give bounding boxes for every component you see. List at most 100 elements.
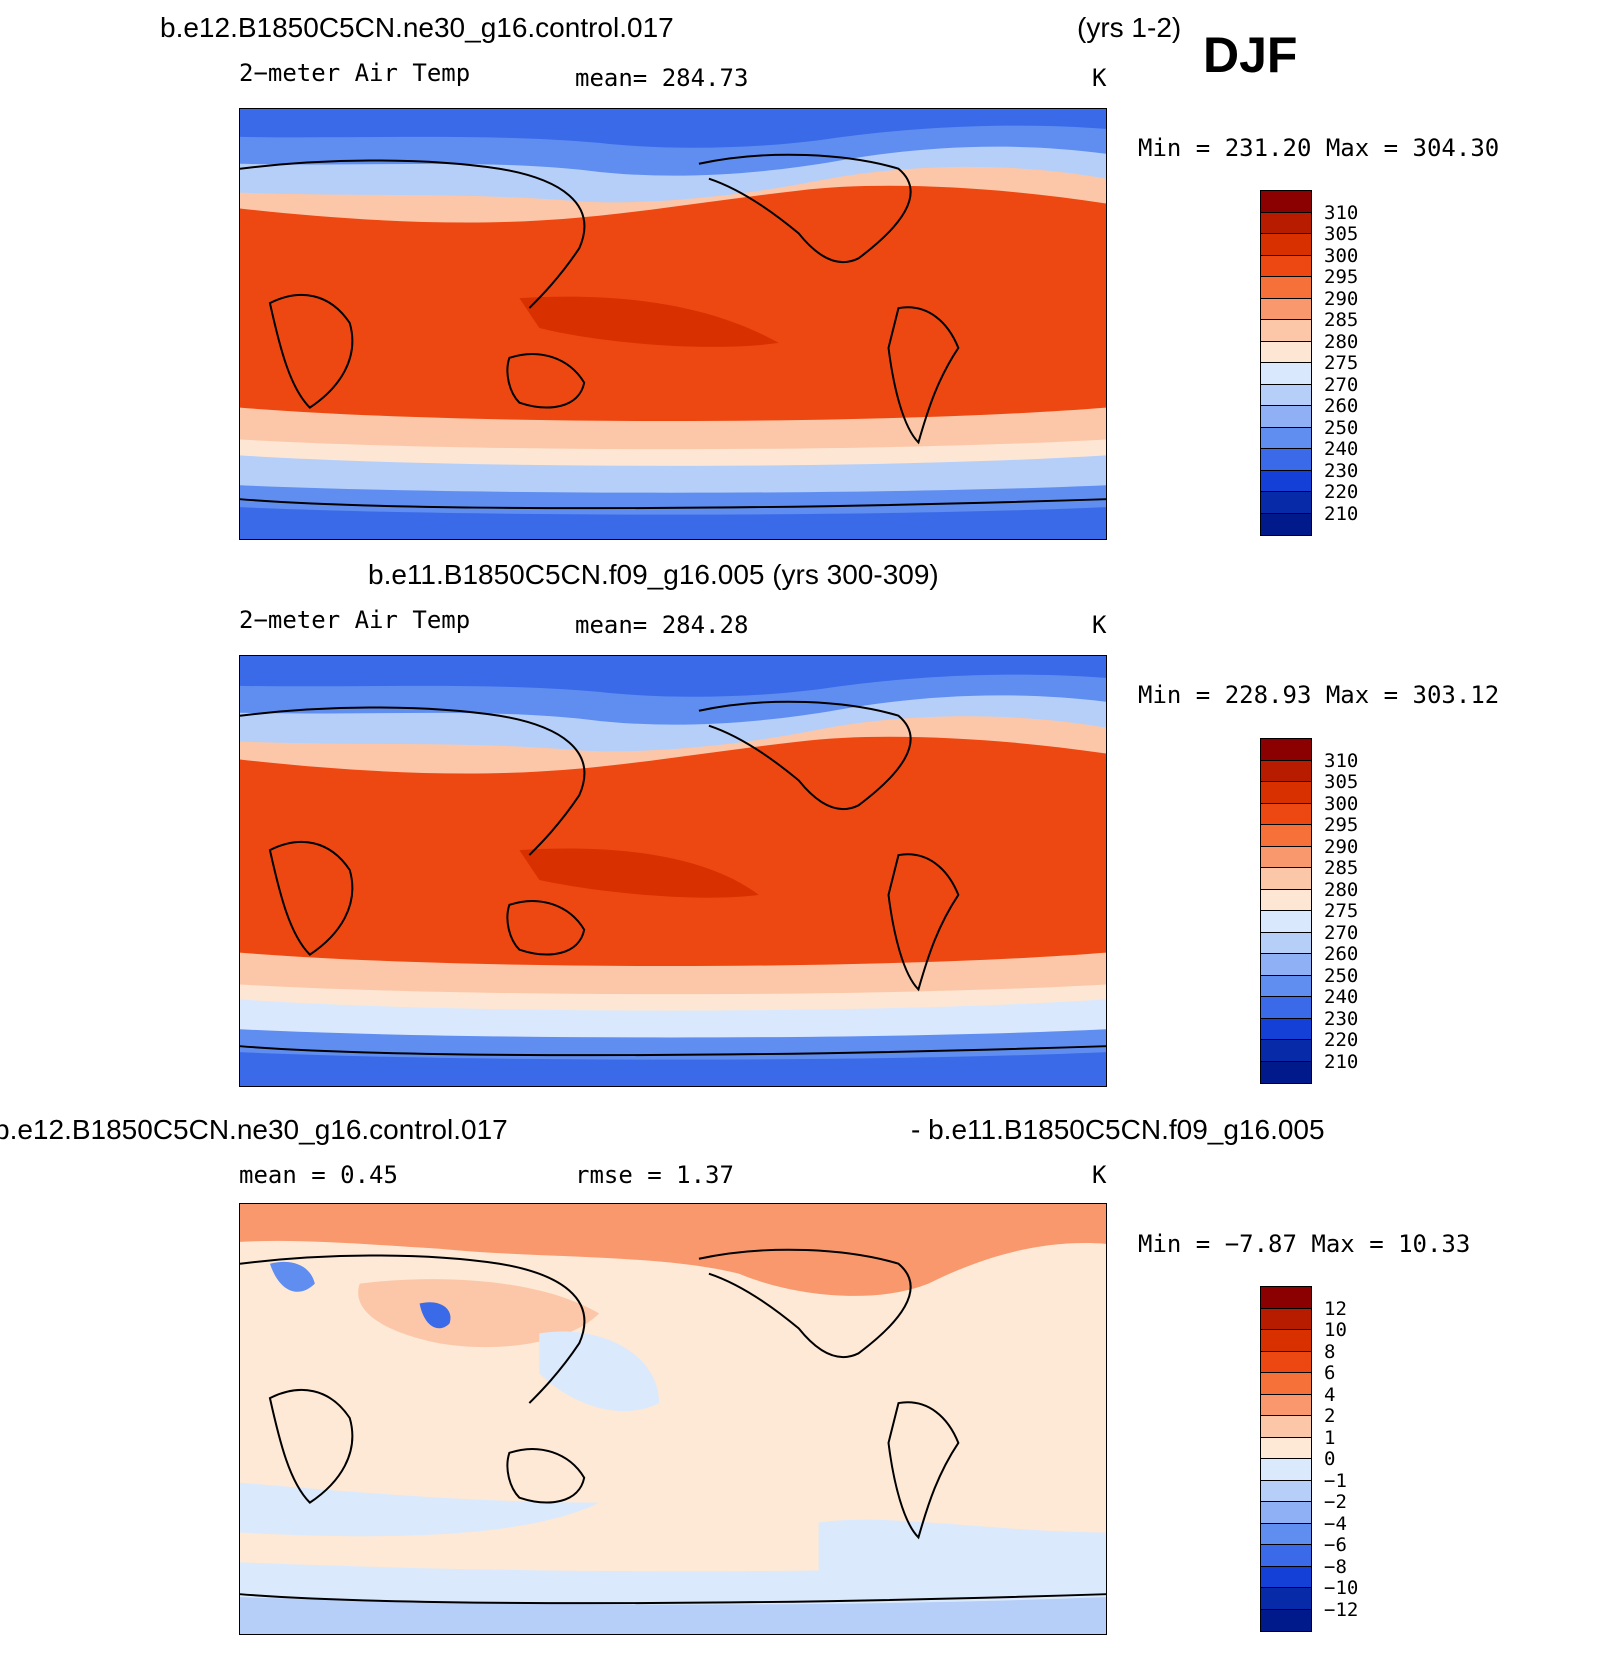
colorbar-label: 295 [1324, 814, 1359, 836]
colorbar-swatch [1261, 449, 1311, 471]
colorbar-label: 260 [1324, 395, 1359, 417]
colorbar-swatch [1261, 975, 1311, 997]
colorbar-label: 260 [1324, 943, 1359, 965]
panel1-mean-label: mean= 284.73 [575, 64, 749, 92]
colorbar-swatch [1261, 1566, 1311, 1588]
colorbar-swatch [1261, 932, 1311, 954]
colorbar-swatch [1261, 1018, 1311, 1040]
colorbar-label: 1 [1324, 1427, 1336, 1449]
colorbar-label: 240 [1324, 986, 1359, 1008]
colorbar-swatch [1261, 427, 1311, 449]
colorbar-label: 4 [1324, 1384, 1336, 1406]
colorbar-label: 230 [1324, 1008, 1359, 1030]
colorbar-label: −10 [1324, 1577, 1359, 1599]
panel2-case-title: b.e11.B1850C5CN.f09_g16.005 (yrs 300-309… [368, 559, 939, 590]
colorbar-swatch [1261, 997, 1311, 1019]
colorbar-label: 270 [1324, 922, 1359, 944]
colorbar-label: 285 [1324, 857, 1359, 879]
colorbar-swatch [1261, 470, 1311, 492]
colorbar-swatch [1261, 1437, 1311, 1459]
colorbar-label: 275 [1324, 900, 1359, 922]
panel2-minmax: Min = 228.93 Max = 303.12 [1138, 681, 1500, 709]
colorbar-label: 290 [1324, 836, 1359, 858]
colorbar-swatch [1261, 363, 1311, 385]
colorbar-label: 220 [1324, 481, 1359, 503]
colorbar-swatch [1261, 277, 1311, 299]
colorbar-swatch [1261, 255, 1311, 277]
colorbar-label: 310 [1324, 750, 1359, 772]
panel3-rmse-label: rmse = 1.37 [575, 1161, 734, 1189]
colorbar-swatch [1261, 1480, 1311, 1502]
colorbar-label: 270 [1324, 374, 1359, 396]
panel2-map [239, 655, 1107, 1087]
colorbar-swatch [1261, 1588, 1311, 1610]
colorbar-swatch [1261, 298, 1311, 320]
panel3-map [239, 1203, 1107, 1635]
panel3-colorbar [1260, 1286, 1312, 1632]
colorbar-label: −12 [1324, 1599, 1359, 1621]
colorbar-label: −6 [1324, 1534, 1347, 1556]
colorbar-swatch [1261, 384, 1311, 406]
panel2-units: K [1092, 611, 1107, 639]
colorbar-swatch [1261, 1330, 1311, 1352]
colorbar-label: −2 [1324, 1491, 1347, 1513]
colorbar-swatch [1261, 868, 1311, 890]
colorbar-swatch [1261, 320, 1311, 342]
colorbar-label: −1 [1324, 1470, 1347, 1492]
colorbar-label: 250 [1324, 417, 1359, 439]
colorbar-swatch [1261, 1523, 1311, 1545]
colorbar-label: 310 [1324, 202, 1359, 224]
colorbar-swatch [1261, 406, 1311, 428]
colorbar-swatch [1261, 782, 1311, 804]
colorbar-swatch [1261, 1609, 1311, 1631]
colorbar-label: 295 [1324, 266, 1359, 288]
panel3-units: K [1092, 1161, 1107, 1189]
colorbar-label: 6 [1324, 1362, 1336, 1384]
colorbar-swatch [1261, 1040, 1311, 1062]
colorbar-swatch [1261, 234, 1311, 256]
colorbar-swatch [1261, 513, 1311, 535]
panel1-case-title: b.e12.B1850C5CN.ne30_g16.control.017 [160, 12, 674, 43]
colorbar-label: 240 [1324, 438, 1359, 460]
panel3-mean-label: mean = 0.45 [239, 1161, 398, 1189]
colorbar-swatch [1261, 492, 1311, 514]
colorbar-label: 305 [1324, 771, 1359, 793]
colorbar-label: 280 [1324, 331, 1359, 353]
colorbar-swatch [1261, 954, 1311, 976]
panel1-minmax: Min = 231.20 Max = 304.30 [1138, 134, 1500, 162]
panel2-colorbar [1260, 738, 1312, 1084]
colorbar-swatch [1261, 1308, 1311, 1330]
colorbar-swatch [1261, 825, 1311, 847]
panel2-variable-label: 2−meter Air Temp [239, 606, 471, 634]
colorbar-label: 305 [1324, 223, 1359, 245]
colorbar-swatch [1261, 1545, 1311, 1567]
colorbar-swatch [1261, 1502, 1311, 1524]
colorbar-label: 290 [1324, 288, 1359, 310]
colorbar-label: 10 [1324, 1319, 1347, 1341]
colorbar-swatch [1261, 212, 1311, 234]
colorbar-label: 210 [1324, 503, 1359, 525]
colorbar-label: 250 [1324, 965, 1359, 987]
colorbar-swatch [1261, 846, 1311, 868]
panel1-units: K [1092, 64, 1107, 92]
colorbar-label: 300 [1324, 793, 1359, 815]
colorbar-label: 285 [1324, 309, 1359, 331]
colorbar-swatch [1261, 803, 1311, 825]
panel3-minmax: Min = −7.87 Max = 10.33 [1138, 1230, 1471, 1258]
season-label: DJF [1203, 27, 1298, 83]
colorbar-label: 0 [1324, 1448, 1336, 1470]
colorbar-label: 210 [1324, 1051, 1359, 1073]
colorbar-swatch [1261, 1459, 1311, 1481]
colorbar-label: 8 [1324, 1341, 1336, 1363]
colorbar-swatch [1261, 1061, 1311, 1083]
colorbar-label: 2 [1324, 1405, 1336, 1427]
colorbar-swatch [1261, 1287, 1311, 1309]
colorbar-swatch [1261, 739, 1311, 761]
colorbar-label: 230 [1324, 460, 1359, 482]
colorbar-swatch [1261, 341, 1311, 363]
panel1-years: (yrs 1-2) [1077, 12, 1182, 43]
colorbar-label: −8 [1324, 1556, 1347, 1578]
colorbar-label: 220 [1324, 1029, 1359, 1051]
colorbar-swatch [1261, 191, 1311, 213]
colorbar-swatch [1261, 1394, 1311, 1416]
